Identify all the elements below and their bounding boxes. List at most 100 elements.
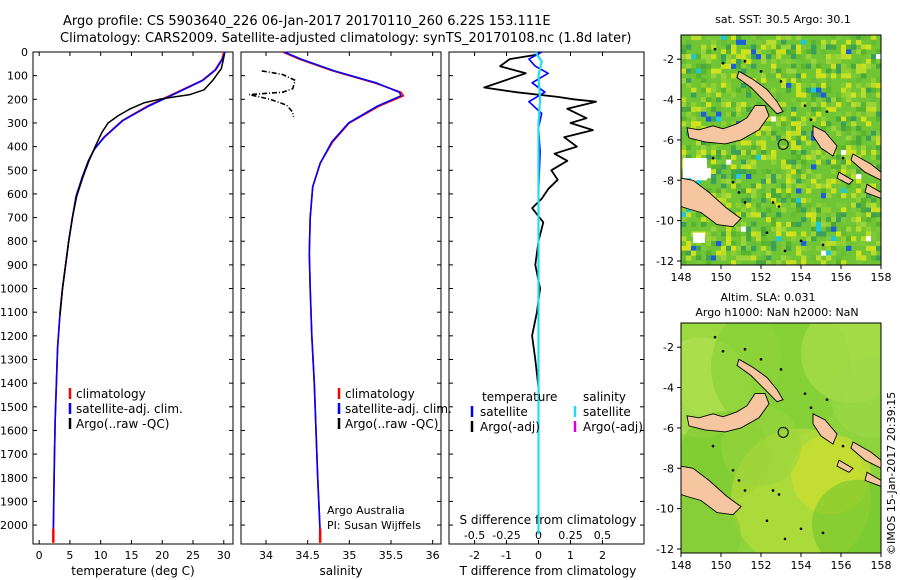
sst-cell	[686, 44, 692, 50]
sst-cell	[726, 226, 732, 232]
sst-cell	[766, 188, 772, 194]
sst-cell	[726, 87, 732, 93]
sst-island	[783, 249, 787, 253]
sla-map-group	[677, 322, 882, 557]
sst-cell	[876, 92, 881, 98]
sst-cell	[686, 212, 692, 218]
sst-cell	[876, 116, 881, 122]
sst-cell	[876, 135, 881, 141]
sla-ytick-label: -8	[663, 462, 674, 475]
sst-cell	[796, 54, 802, 60]
sst-cell	[711, 68, 717, 74]
sst-cell	[861, 68, 867, 74]
sst-cell	[736, 226, 742, 232]
sst-cell	[781, 78, 787, 84]
sst-cell	[736, 35, 742, 41]
temperature-xtick-label: 0	[36, 549, 43, 562]
sst-cell	[746, 193, 752, 199]
sst-cell	[701, 221, 707, 227]
sst-cell	[826, 226, 832, 232]
sla-island	[731, 468, 735, 472]
difference-xtick-label: -2	[469, 549, 480, 562]
sst-cell	[816, 145, 822, 151]
sst-cell	[791, 121, 797, 127]
sst-landmass	[850, 153, 881, 181]
sst-cell	[721, 39, 727, 45]
salinity-diff-axis-label: S difference from climatology	[460, 513, 637, 527]
difference-axes-frame	[448, 51, 645, 545]
sst-cell	[771, 73, 777, 79]
sst-cell	[821, 207, 827, 213]
sst-cell	[686, 255, 692, 261]
sst-cell	[801, 126, 807, 132]
sst-cell	[696, 250, 702, 256]
sst-float-position-marker	[777, 138, 789, 150]
sst-cell	[776, 111, 782, 117]
sst-field	[681, 35, 881, 265]
sst-cell	[711, 73, 717, 79]
sst-cell	[706, 236, 712, 242]
sst-cell	[746, 212, 752, 218]
sst-cell	[801, 130, 807, 136]
sst-cell	[871, 154, 877, 160]
sst-cell	[841, 92, 847, 98]
sst-cell	[771, 130, 777, 136]
sst-cell	[856, 140, 862, 146]
sst-cell	[871, 207, 877, 213]
sst-cell	[836, 68, 842, 74]
sst-cell	[756, 35, 762, 41]
sla-xtick-label: 148	[671, 559, 692, 572]
sst-cell	[781, 241, 787, 247]
sst-cell	[771, 217, 777, 223]
sst-cell	[791, 54, 797, 60]
sst-island	[737, 191, 741, 194]
temperature-legend-label: satellite-adj. clim.	[76, 402, 183, 416]
sst-cell	[801, 207, 807, 213]
sst-cell	[811, 135, 817, 141]
sst-cell	[831, 39, 837, 45]
sst-cell	[701, 44, 707, 50]
sst-cell	[861, 197, 867, 204]
sst-cell	[781, 145, 787, 151]
salinity-diff-tick-label: 0.5	[594, 529, 612, 542]
sst-cell	[861, 130, 867, 136]
sst-cell	[731, 250, 737, 256]
sst-cell	[846, 87, 852, 93]
sst-cell	[841, 159, 847, 165]
sst-cell	[786, 35, 792, 41]
sst-cell	[866, 102, 872, 108]
sst-cell	[826, 178, 832, 184]
sst-cell	[791, 145, 797, 151]
sla-island	[841, 444, 845, 448]
sst-cell	[806, 245, 812, 251]
sst-cell	[836, 54, 842, 60]
sst-cell	[866, 226, 872, 232]
sst-cell	[856, 241, 862, 247]
sst-cell	[816, 226, 822, 232]
sst-cell	[696, 111, 702, 117]
sst-cell	[776, 212, 782, 218]
sst-cell	[721, 102, 727, 108]
sst-cell	[711, 255, 717, 261]
sst-cell	[751, 212, 757, 218]
sst-cell	[776, 35, 782, 41]
sst-cell	[766, 207, 772, 213]
sla-float-position-marker	[777, 426, 789, 438]
sst-cell	[821, 116, 827, 122]
sst-cell	[681, 121, 687, 127]
sst-cell	[761, 260, 767, 265]
sst-cell	[706, 87, 712, 93]
sla-sla-blob	[812, 479, 881, 553]
sst-cell	[726, 54, 732, 60]
sst-axes-frame	[680, 34, 882, 266]
depth-ytick-label: 700	[7, 212, 28, 225]
sst-cell	[716, 106, 722, 112]
sst-cell	[736, 150, 742, 156]
sla-xtick-label: 154	[791, 559, 812, 572]
sst-cell	[766, 183, 772, 189]
sst-cell	[811, 44, 817, 50]
depth-ytick-label: 400	[7, 141, 28, 154]
sst-cell	[686, 54, 692, 60]
sst-cell	[806, 188, 812, 194]
sst-cell	[831, 169, 837, 175]
